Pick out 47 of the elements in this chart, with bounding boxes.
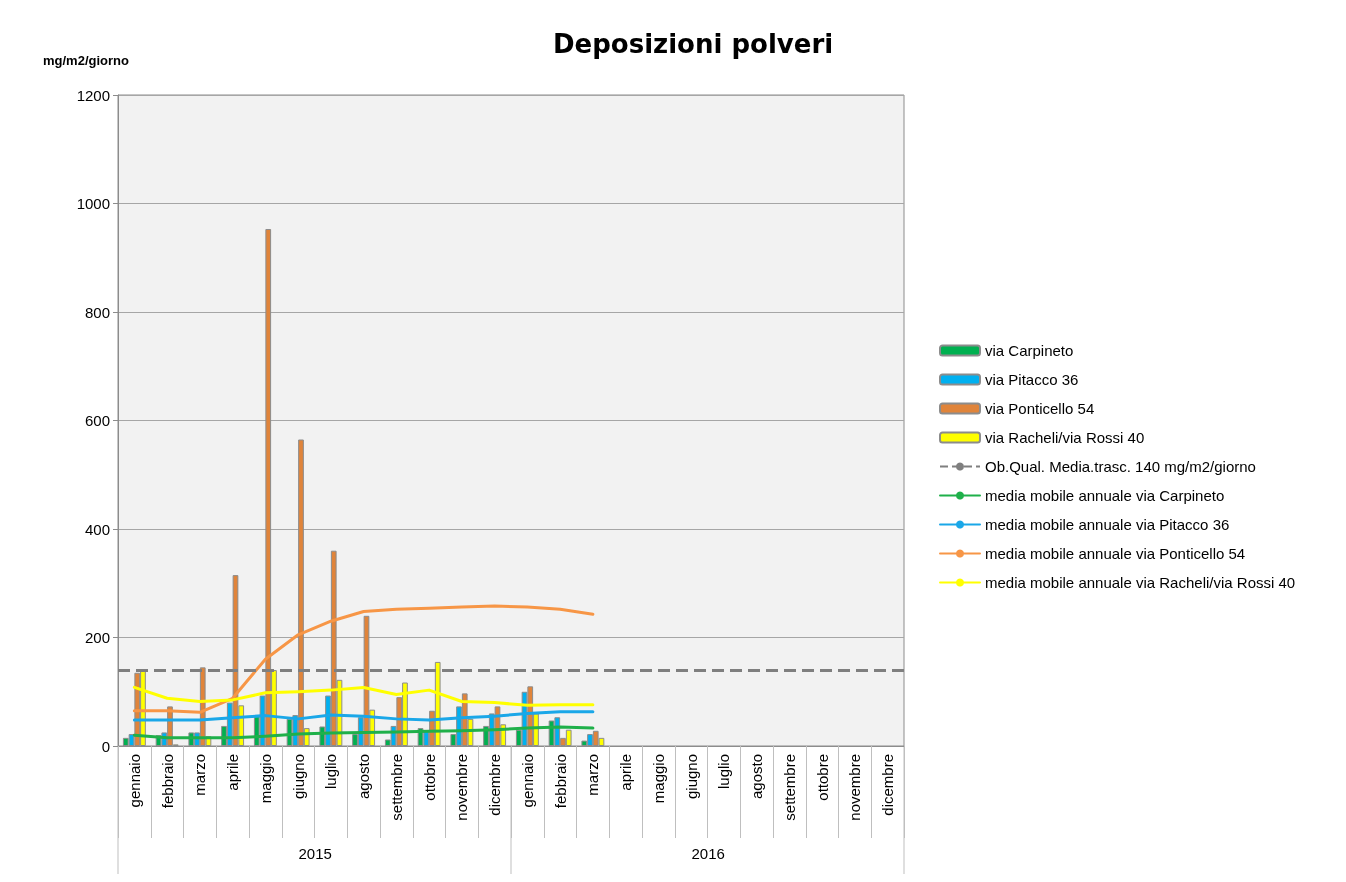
x-tick-label: novembre	[846, 754, 864, 821]
x-tick-label: gennaio	[518, 754, 536, 808]
x-tick-label: aprile	[224, 754, 242, 791]
legend-label: via Ponticello 54	[985, 400, 1095, 417]
x-tick-label: ottobre	[813, 754, 831, 801]
x-tick-label: settembre	[387, 754, 405, 821]
line-series	[132, 725, 595, 740]
x-tick-label: agosto	[748, 754, 766, 800]
x-tick-label: maggio	[649, 754, 667, 804]
y-tick-label: 1000	[76, 195, 110, 212]
x-tick-label: ottobre	[420, 754, 438, 801]
y-tick-label: 1200	[76, 86, 110, 104]
x-tick-label: maggio	[256, 754, 274, 804]
x-tick-label: luglio	[715, 754, 733, 790]
text: 2016	[691, 845, 725, 862]
x-tick-label: settembre	[780, 754, 798, 821]
x-tick-label: dicembre	[486, 754, 504, 816]
x-tick-label: luglio	[322, 754, 340, 790]
x-tick-label: marzo	[584, 754, 602, 796]
y-tick-label: 200	[84, 629, 110, 646]
legend-label: media mobile annuale via Ponticello 54	[985, 545, 1246, 562]
line-series	[132, 710, 595, 722]
legend-label: media mobile annuale via Racheli/via Rossi 40	[985, 574, 1296, 591]
legend-label: media mobile annuale via Pitacco 36	[985, 516, 1230, 533]
y-tick-label: 0	[101, 737, 110, 755]
x-tick-label: febbraio	[551, 754, 569, 809]
x-tick-label: febbraio	[158, 754, 176, 809]
y-axis-title: mg/m2/giorno	[43, 53, 130, 68]
legend-label: Ob.Qual. Media.trasc. 140 mg/m2/giorno	[985, 458, 1256, 475]
chart-title: Deposizioni polveri	[553, 29, 834, 59]
x-tick-label: agosto	[355, 754, 373, 800]
y-tick-label: 400	[84, 520, 110, 538]
line-series	[132, 604, 595, 714]
y-tick-label: 600	[84, 412, 110, 429]
text: 2015	[298, 845, 332, 862]
x-tick-label: aprile	[617, 754, 635, 791]
x-tick-label: novembre	[453, 754, 471, 821]
legend-label: via Carpineto	[985, 342, 1074, 359]
legend-label: via Racheli/via Rossi 40	[985, 429, 1145, 446]
y-tick-label: 800	[84, 303, 110, 321]
x-tick-label: giugno	[289, 754, 307, 800]
x-tick-label: marzo	[191, 754, 209, 796]
legend-label: media mobile annuale via Carpineto	[985, 487, 1225, 504]
x-tick-label: dicembre	[879, 754, 897, 816]
x-tick-label: giugno	[682, 754, 700, 800]
legend-label: via Pitacco 36	[985, 371, 1079, 388]
x-tick-label: gennaio	[125, 754, 143, 808]
